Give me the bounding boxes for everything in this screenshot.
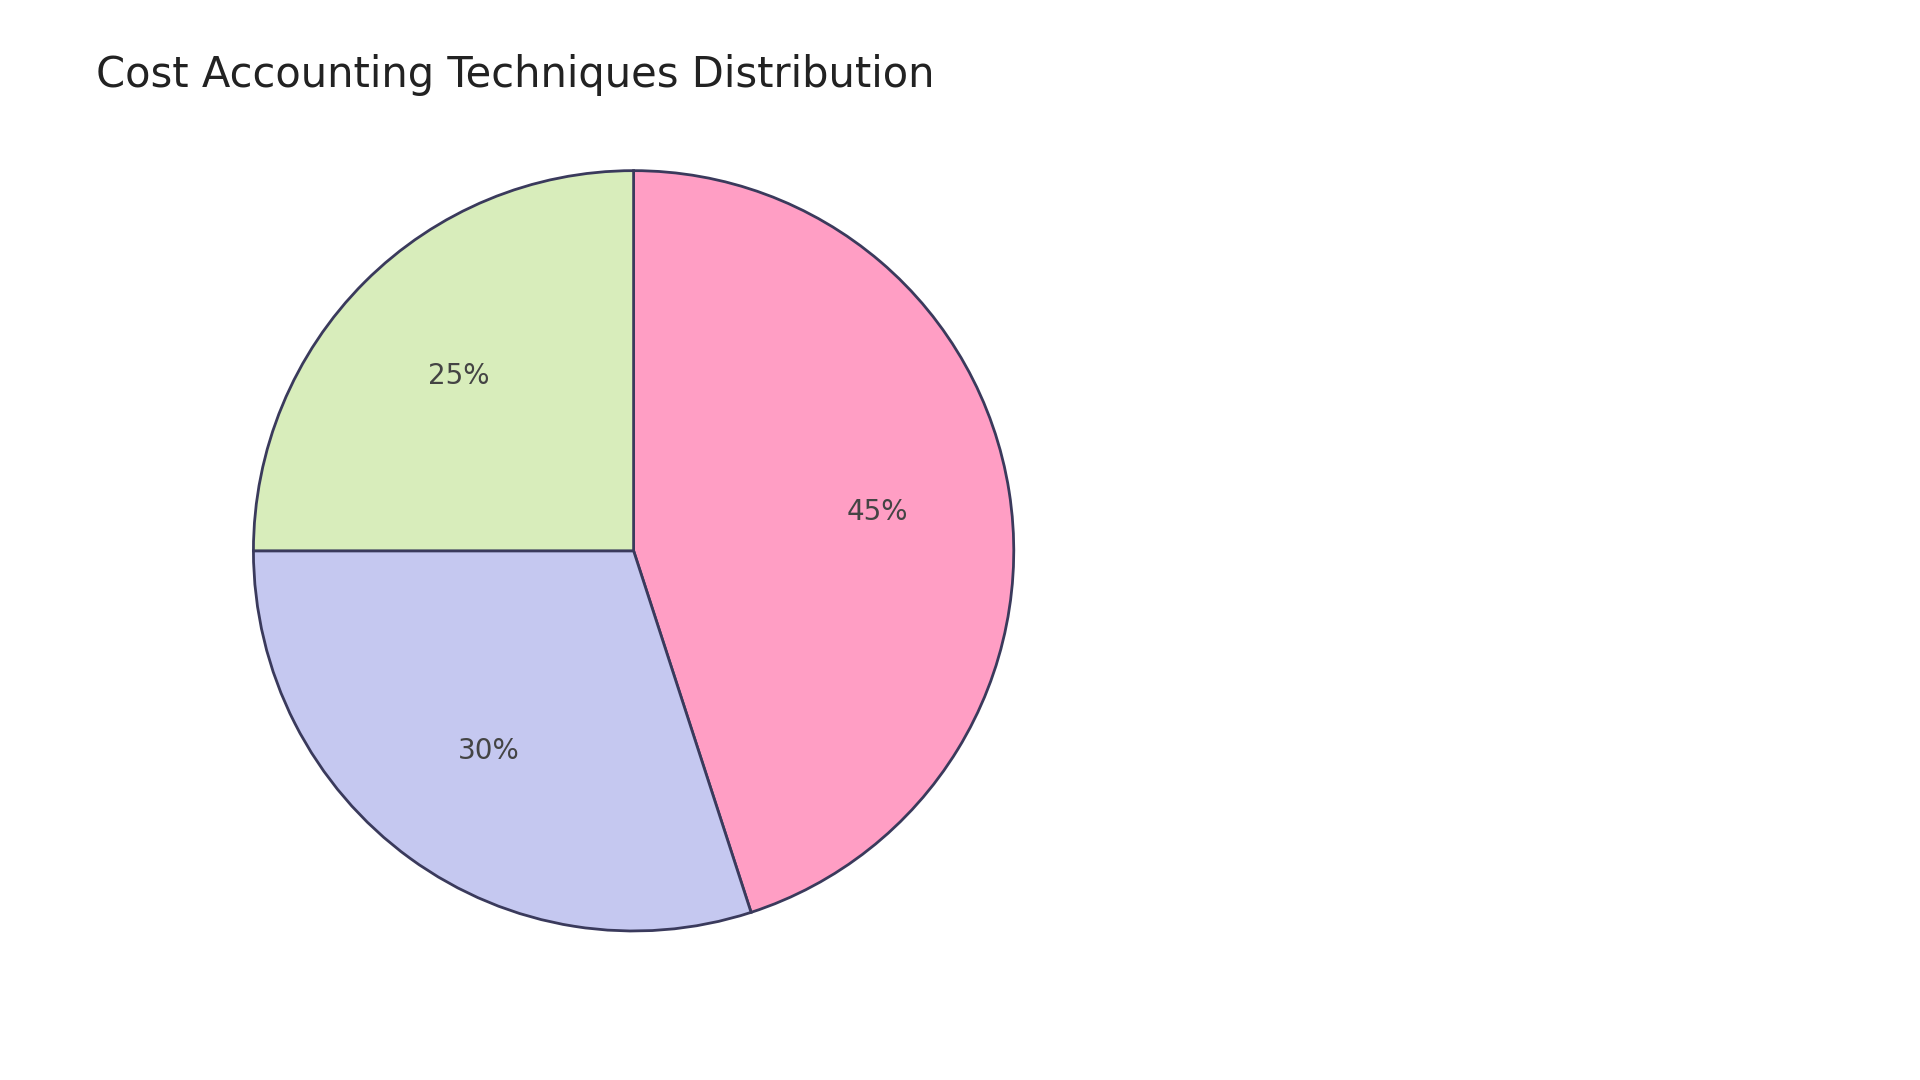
Text: 45%: 45% <box>847 498 908 526</box>
Text: 25%: 25% <box>428 362 490 390</box>
Wedge shape <box>253 171 634 551</box>
Legend: Incremental Analysis, Cost-Volume-Profit Analysis, Relevant Costing: Incremental Analysis, Cost-Volume-Profit… <box>1164 457 1572 623</box>
Text: 30%: 30% <box>457 737 518 765</box>
Wedge shape <box>634 171 1014 913</box>
Text: Cost Accounting Techniques Distribution: Cost Accounting Techniques Distribution <box>96 54 935 96</box>
Wedge shape <box>253 551 751 931</box>
